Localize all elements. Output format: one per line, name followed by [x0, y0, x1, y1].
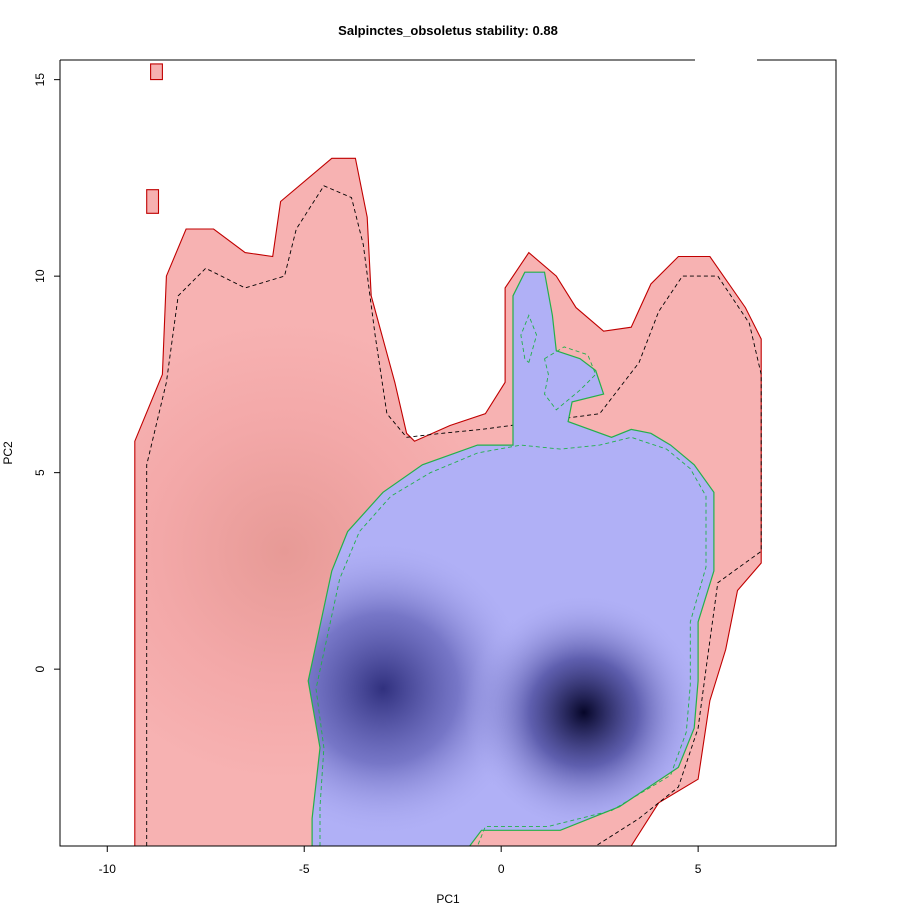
y-axis: 0 5 10 15	[33, 73, 61, 672]
background-islet	[150, 63, 163, 81]
x-tick-label: -5	[299, 862, 310, 876]
chart-title: Salpinctes_obsoletus stability: 0.88	[338, 23, 558, 38]
x-axis: -10 -5 0 5	[99, 845, 702, 876]
y-tick-label: 0	[33, 665, 47, 672]
x-tick-label: -10	[99, 862, 117, 876]
plot-region	[134, 63, 762, 846]
occurrence-density-peaks	[308, 272, 714, 846]
y-tick-label: 10	[33, 269, 47, 283]
occurrence-inner-loop	[544, 346, 597, 411]
occurrence-outer-contour	[307, 271, 715, 846]
x-tick-label: 0	[498, 862, 505, 876]
plot-frame-gap	[695, 58, 757, 62]
x-tick-label: 5	[695, 862, 702, 876]
background-islet	[146, 189, 160, 214]
x-axis-label: PC1	[436, 892, 460, 906]
y-tick-label: 5	[33, 469, 47, 476]
background-inner-contour	[146, 185, 762, 846]
occurrence-inner-loop	[520, 314, 538, 363]
y-axis-label: PC2	[1, 441, 15, 465]
y-tick-label: 15	[33, 73, 47, 87]
occurrence-density-peak	[308, 272, 714, 846]
